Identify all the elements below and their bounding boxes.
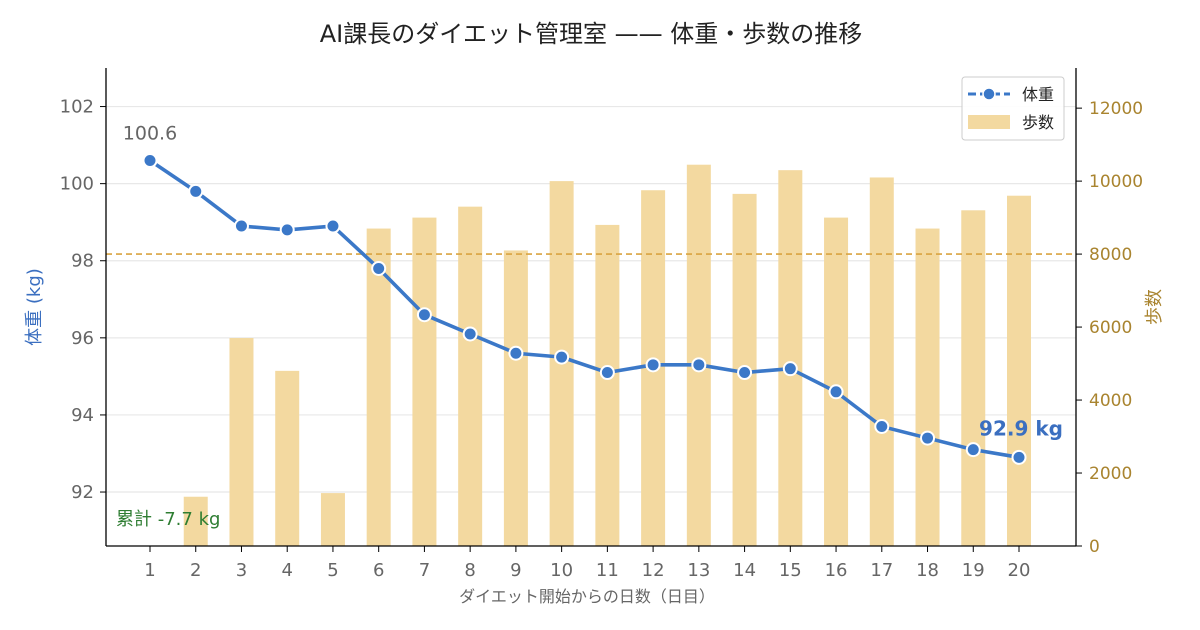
- x-tick-label: 18: [916, 560, 939, 581]
- step-bar: [1007, 195, 1031, 546]
- x-tick-label: 13: [687, 560, 710, 581]
- x-tick-label: 3: [236, 560, 247, 581]
- axes-layer: [105, 68, 1077, 547]
- x-tick-label: 5: [327, 560, 338, 581]
- bars-layer: [183, 164, 1031, 547]
- weight-point: [645, 357, 661, 373]
- x-tick-label: 16: [825, 560, 848, 581]
- ticks-layer: 9294969810010202000400060008000100001200…: [60, 97, 1143, 581]
- x-tick-label: 17: [870, 560, 893, 581]
- weight-point: [965, 442, 981, 458]
- y-right-tick-label: 6000: [1089, 318, 1132, 338]
- x-tick-label: 11: [596, 560, 619, 581]
- weight-point: [599, 365, 615, 381]
- legend-steps-swatch: [968, 115, 1010, 129]
- weight-point: [691, 357, 707, 373]
- weight-point: [782, 361, 798, 377]
- x-tick-label: 10: [550, 560, 573, 581]
- step-bar: [961, 210, 986, 546]
- legend-weight-label: 体重: [1022, 85, 1054, 104]
- y-left-tick-label: 98: [71, 251, 94, 272]
- step-bar: [503, 250, 528, 546]
- weight-line: [148, 158, 1021, 460]
- weight-point: [325, 218, 341, 234]
- x-tick-label: 6: [373, 560, 384, 581]
- step-bar: [366, 228, 391, 546]
- y-left-tick-label: 94: [71, 405, 94, 426]
- weight-point: [279, 222, 295, 238]
- legend: 体重 歩数: [961, 76, 1065, 141]
- weight-point: [142, 153, 158, 169]
- y-left-tick-label: 100: [60, 174, 94, 195]
- weight-point: [920, 430, 936, 446]
- last-weight-annotation: 92.9 kg: [979, 416, 1063, 440]
- y-axis-left-label: 体重 (kg): [24, 268, 45, 346]
- step-bar: [320, 493, 345, 546]
- x-tick-label: 9: [510, 560, 521, 581]
- weight-point: [1011, 449, 1027, 465]
- x-tick-label: 20: [1008, 560, 1031, 581]
- x-tick-label: 7: [419, 560, 430, 581]
- x-tick-label: 8: [464, 560, 475, 581]
- y-left-tick-label: 92: [71, 482, 94, 503]
- weight-point: [416, 307, 432, 323]
- x-tick-label: 14: [733, 560, 756, 581]
- x-tick-label: 19: [962, 560, 985, 581]
- weight-point: [188, 183, 204, 199]
- step-bar: [778, 170, 803, 546]
- step-bar: [458, 206, 483, 546]
- weight-point: [462, 326, 478, 342]
- y-right-tick-label: 10000: [1089, 172, 1143, 192]
- step-bar: [869, 177, 894, 547]
- step-bar: [595, 224, 620, 546]
- step-bar: [915, 228, 940, 546]
- weight-point: [828, 384, 844, 400]
- x-tick-label: 1: [144, 560, 155, 581]
- step-bar: [824, 217, 849, 546]
- y-left-tick-label: 102: [60, 97, 94, 118]
- step-bar: [412, 217, 437, 546]
- weight-point: [874, 419, 890, 434]
- x-tick-label: 12: [642, 560, 665, 581]
- step-bar: [686, 164, 711, 547]
- step-bar: [229, 338, 254, 546]
- x-axis-label: ダイエット開始からの日数（日目）: [459, 587, 715, 606]
- y-right-tick-label: 0: [1089, 537, 1100, 557]
- step-bar: [275, 370, 300, 546]
- first-weight-annotation: 100.6: [123, 123, 177, 145]
- y-right-tick-label: 4000: [1089, 391, 1132, 411]
- weight-line-layer: [142, 153, 1027, 465]
- x-tick-label: 15: [779, 560, 802, 581]
- weight-point: [508, 345, 524, 361]
- legend-steps-label: 歩数: [1022, 113, 1054, 132]
- weight-point: [233, 218, 249, 234]
- step-bar: [183, 496, 208, 546]
- y-right-tick-label: 8000: [1089, 245, 1132, 265]
- weight-point: [554, 349, 570, 365]
- x-tick-label: 2: [190, 560, 201, 581]
- legend-weight-swatch-marker: [982, 87, 996, 101]
- weight-point: [737, 365, 753, 381]
- chart-title: AI課長のダイエット管理室 —— 体重・歩数の推移: [320, 20, 863, 48]
- grid-layer: [106, 105, 1076, 493]
- y-left-tick-label: 96: [71, 328, 94, 349]
- x-tick-label: 4: [281, 560, 292, 581]
- total-change-annotation: 累計 -7.7 kg: [116, 509, 220, 530]
- y-right-tick-label: 12000: [1089, 99, 1143, 119]
- weight-point: [371, 260, 387, 276]
- y-axis-right-label: 歩数: [1144, 289, 1165, 325]
- y-right-tick-label: 2000: [1089, 464, 1132, 484]
